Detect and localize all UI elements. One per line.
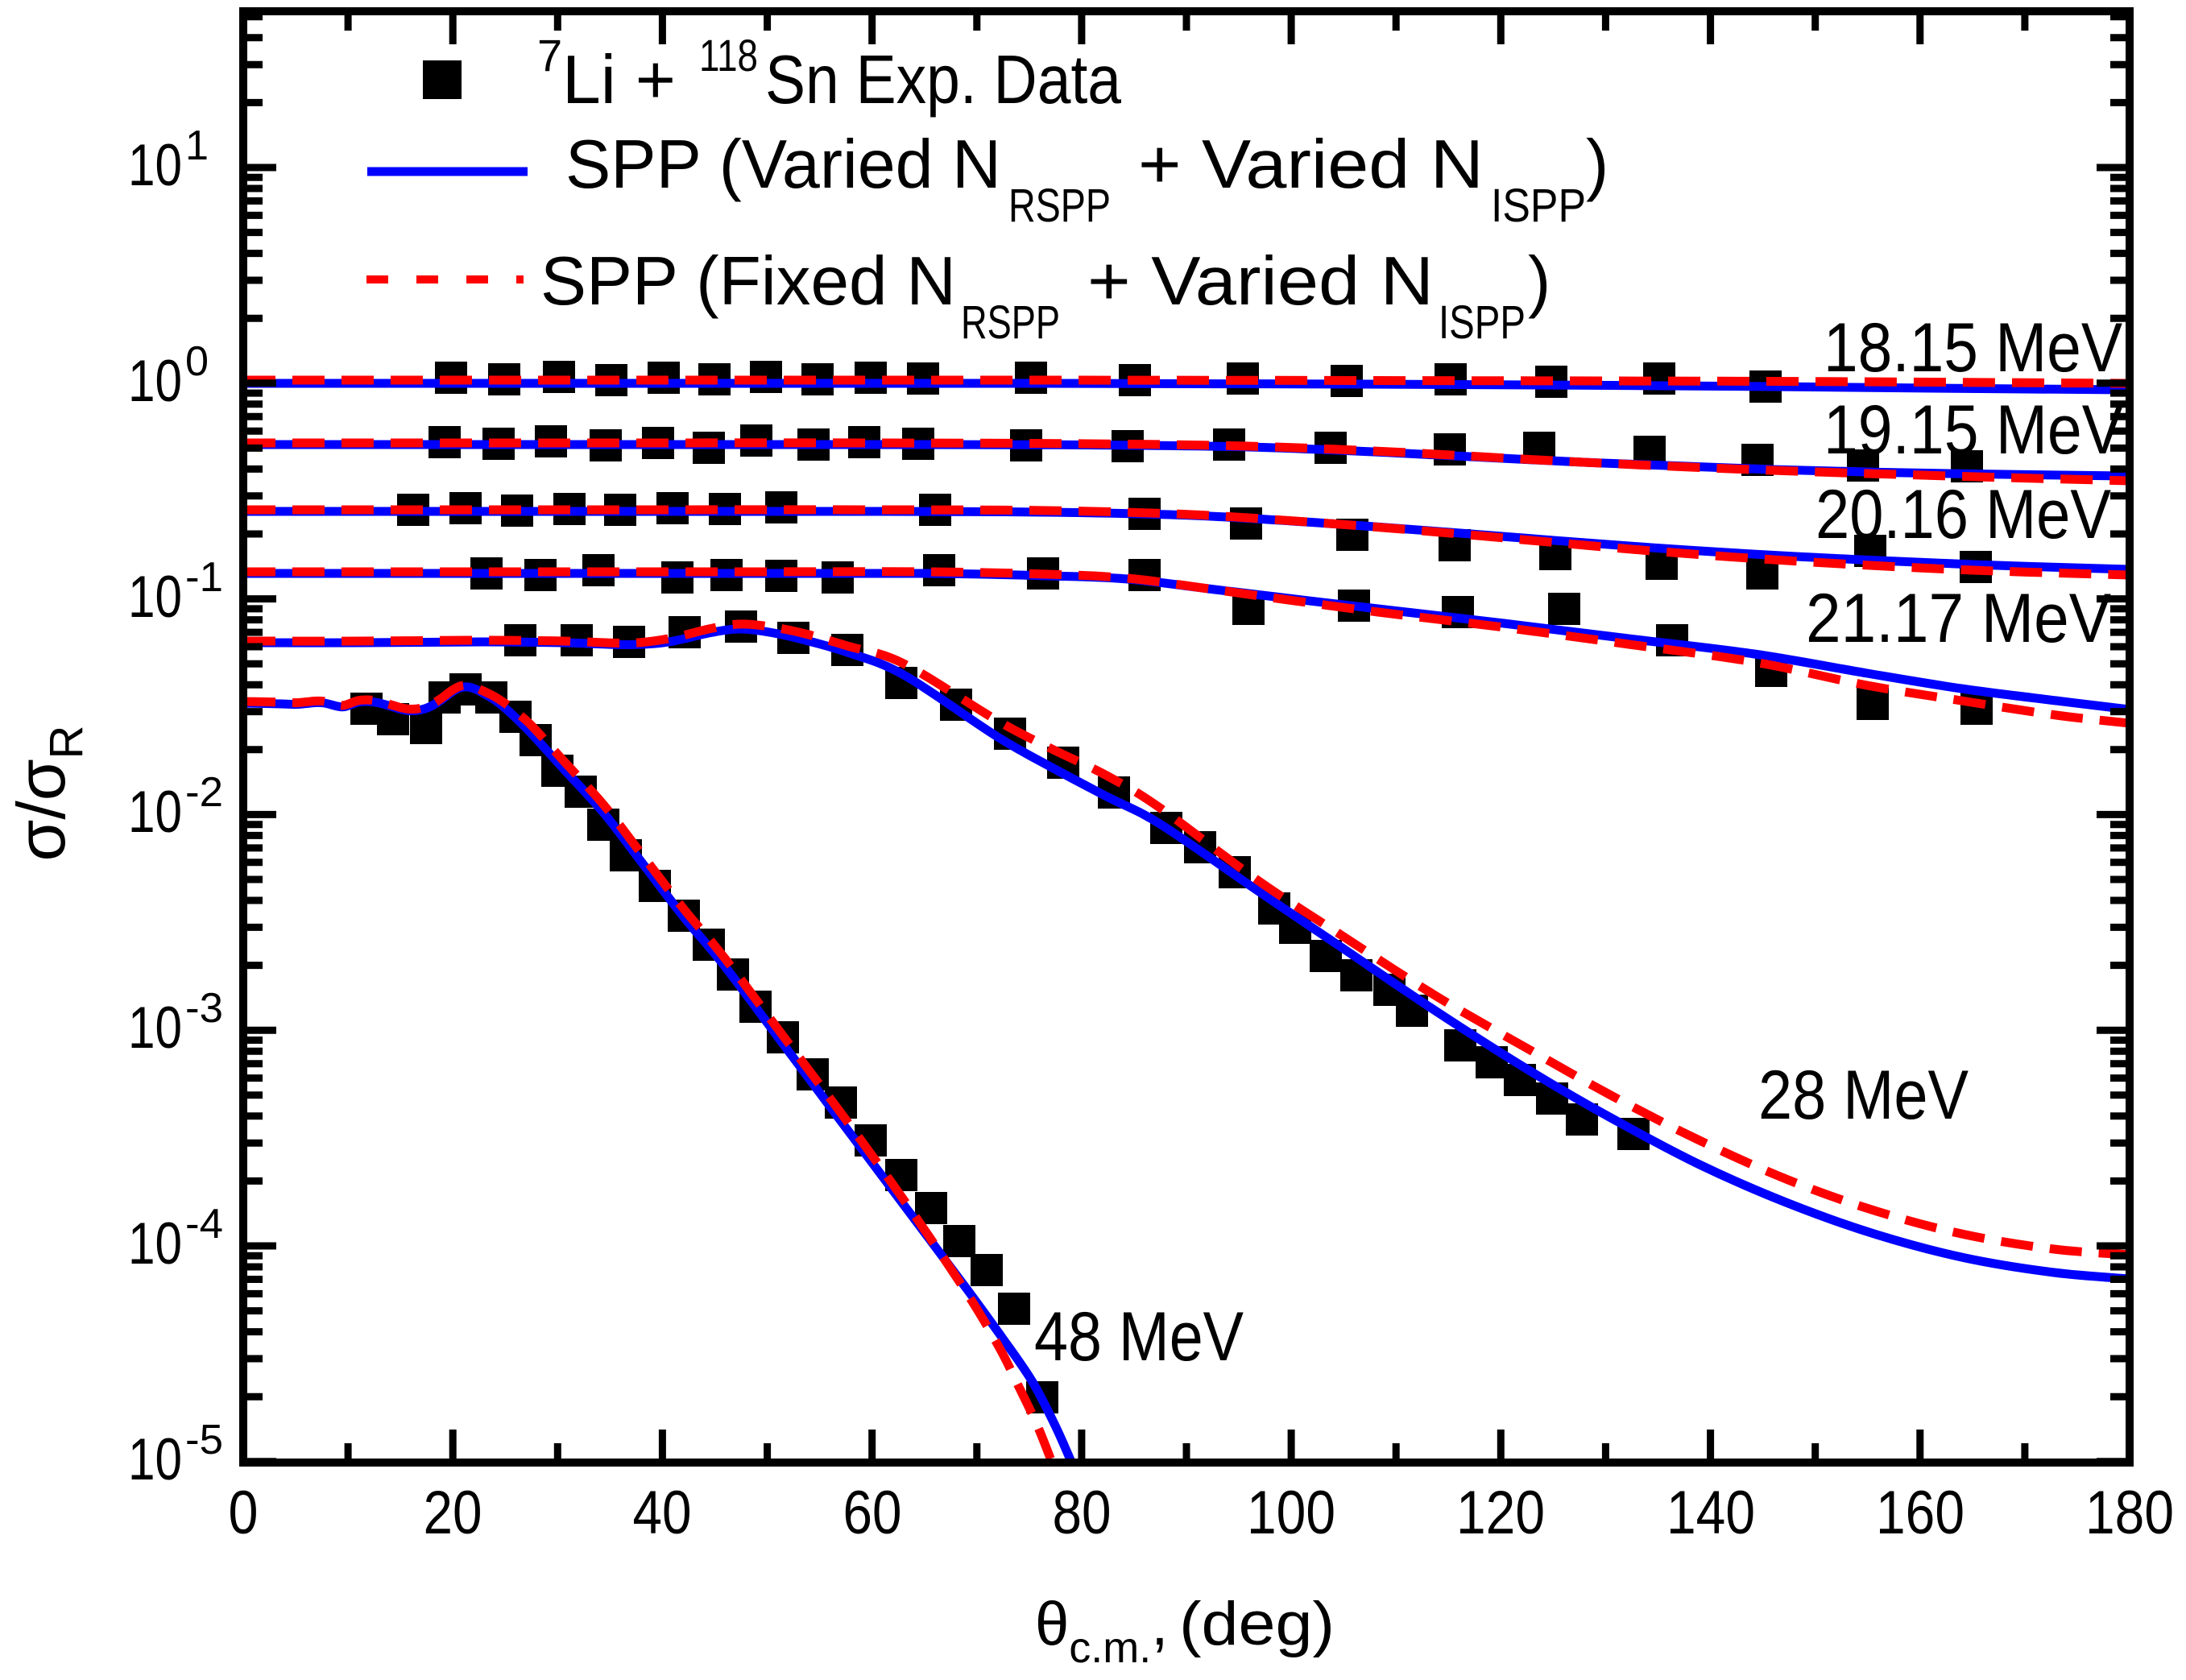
svg-text:-4: -4 [185, 1201, 223, 1248]
svg-text:60: 60 [843, 1479, 902, 1547]
svg-text:10: 10 [128, 133, 182, 198]
svg-text:160: 160 [1876, 1479, 1965, 1547]
svg-text:-2: -2 [185, 769, 223, 816]
svg-text:120: 120 [1456, 1479, 1545, 1547]
svg-text:10: 10 [128, 1427, 182, 1492]
svg-text:ISPP: ISPP [1491, 180, 1586, 232]
svg-text:Li +: Li + [562, 42, 676, 118]
svg-text:40: 40 [633, 1479, 692, 1547]
svg-text:0: 0 [185, 338, 209, 385]
svg-text:): ) [1586, 126, 1608, 203]
svg-text:100: 100 [1247, 1479, 1335, 1547]
svg-text:10: 10 [128, 349, 182, 414]
svg-text:+ Varied N: + Varied N [1087, 243, 1434, 320]
svg-text:118: 118 [699, 30, 758, 81]
svg-text:-3: -3 [185, 985, 223, 1032]
svg-text:10: 10 [128, 995, 182, 1061]
svg-text:19.15 MeV: 19.15 MeV [1824, 391, 2123, 469]
svg-text:-1: -1 [185, 554, 223, 601]
svg-text:θc.m.,: θc.m., [1035, 1590, 1168, 1672]
svg-text:SPP (Fixed N: SPP (Fixed N [540, 243, 956, 320]
svg-text:(deg): (deg) [1179, 1590, 1335, 1658]
svg-text:28 MeV: 28 MeV [1758, 1057, 1969, 1134]
svg-text:10: 10 [128, 1211, 182, 1277]
svg-text:21.17 MeV: 21.17 MeV [1806, 580, 2111, 657]
svg-text:140: 140 [1666, 1479, 1755, 1547]
svg-text:0: 0 [229, 1479, 259, 1547]
svg-text:SPP (Varied N: SPP (Varied N [565, 126, 1001, 203]
svg-text:): ) [1528, 243, 1550, 320]
svg-text:10: 10 [128, 565, 182, 630]
svg-text:48 MeV: 48 MeV [1034, 1298, 1244, 1376]
svg-text:RSPP: RSPP [1008, 180, 1111, 232]
svg-text:180: 180 [2085, 1479, 2174, 1547]
svg-text:Sn Exp. Data: Sn Exp. Data [765, 42, 1122, 118]
svg-text:-5: -5 [185, 1417, 223, 1463]
svg-text:18.15 MeV: 18.15 MeV [1824, 309, 2122, 387]
svg-text:10: 10 [128, 780, 182, 845]
svg-text:1: 1 [185, 122, 209, 169]
svg-text:ISPP: ISPP [1439, 296, 1526, 349]
svg-text:+ Varied N: + Varied N [1138, 126, 1484, 203]
svg-text:7: 7 [537, 30, 562, 81]
svg-text:RSPP: RSPP [961, 296, 1060, 349]
svg-text:20.16 MeV: 20.16 MeV [1815, 476, 2111, 553]
svg-text:20: 20 [424, 1479, 482, 1547]
svg-text:80: 80 [1053, 1479, 1112, 1547]
